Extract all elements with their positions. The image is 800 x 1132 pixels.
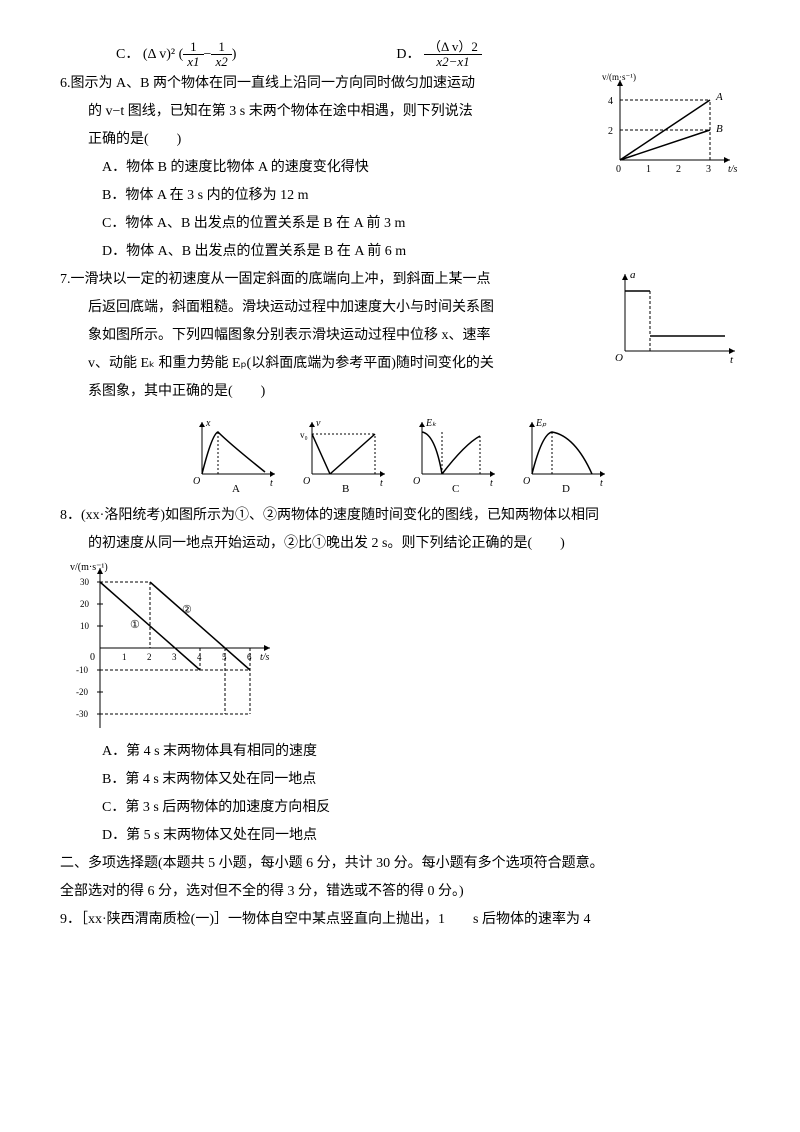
svg-text:10: 10 (80, 621, 90, 631)
svg-text:①: ① (130, 619, 140, 631)
option-c-expr: (Δ v)² (1x1−1x2) (143, 47, 237, 62)
q7-option-thumbs: x t O A v v₀ t O B Eₖ t O (60, 414, 740, 494)
xlabel: t/s (728, 164, 738, 175)
svg-text:20: 20 (80, 599, 90, 609)
svg-text:2: 2 (608, 126, 613, 137)
q7-at-chart: a t O (610, 266, 740, 366)
svg-text:A: A (232, 483, 240, 494)
question-9: 9．［xx·陕西渭南质检(一)］一物体自空中某点竖直向上抛出，1 s 后物体的速… (60, 906, 740, 934)
svg-text:②: ② (182, 604, 192, 616)
q6-option-b: B．物体 A 在 3 s 内的位移为 12 m (60, 182, 740, 210)
svg-text:0: 0 (616, 164, 621, 175)
svg-text:t: t (270, 478, 273, 489)
svg-text:2: 2 (676, 164, 681, 175)
svg-text:O: O (303, 476, 310, 487)
svg-text:1: 1 (646, 164, 651, 175)
svg-text:x: x (205, 418, 211, 429)
question-8: 8．(xx·洛阳统考)如图所示为①、②两物体的速度随时间变化的图线，已知两物体以… (60, 502, 740, 850)
section-2-heading: 二、多项选择题(本题共 5 小题，每小题 6 分，共计 30 分。每小题有多个选… (60, 850, 740, 878)
option-d-frac: （Δ v）2 x2−x1 (424, 40, 482, 70)
thumb-a: x t O A (190, 414, 280, 494)
q8-stem-2: 的初速度从同一地点开始运动，②比①晚出发 2 s。则下列结论正确的是( ) (60, 530, 740, 558)
svg-text:-20: -20 (76, 687, 88, 697)
svg-text:t/s: t/s (260, 652, 270, 663)
svg-text:B: B (716, 123, 723, 135)
svg-text:v/(m·s⁻¹): v/(m·s⁻¹) (70, 562, 108, 573)
question-7: a t O 7.一滑块以一定的初速度从一固定斜面的底端向上冲，到斜面上某一点 后… (60, 266, 740, 494)
option-c: C． (Δ v)² (1x1−1x2) (116, 40, 236, 70)
svg-text:a: a (630, 269, 636, 281)
svg-text:4: 4 (608, 96, 613, 107)
thumb-b: v v₀ t O B (300, 414, 390, 494)
q6-option-c: C．物体 A、B 出发点的位置关系是 B 在 A 前 3 m (60, 210, 740, 238)
svg-text:A: A (715, 91, 723, 103)
svg-text:C: C (452, 483, 459, 494)
svg-text:3: 3 (172, 652, 177, 662)
svg-text:Eₚ: Eₚ (535, 418, 547, 429)
svg-text:v: v (316, 418, 321, 429)
thumb-d: Eₚ t O D (520, 414, 610, 494)
thumb-c: Eₖ t O C (410, 414, 500, 494)
svg-text:O: O (193, 476, 200, 487)
q7-stem-5: 系图象，其中正确的是( ) (60, 378, 740, 406)
svg-text:Eₖ: Eₖ (425, 418, 437, 429)
q8-option-c: C．第 3 s 后两物体的加速度方向相反 (60, 794, 740, 822)
svg-text:O: O (413, 476, 420, 487)
q6-vt-chart: t/s v/(m·s⁻¹) 0 1 2 3 2 4 A B (600, 70, 740, 180)
svg-text:B: B (342, 483, 349, 494)
q5-options-cd: C． (Δ v)² (1x1−1x2) D． （Δ v）2 x2−x1 (60, 40, 740, 70)
svg-text:-30: -30 (76, 709, 88, 719)
svg-text:3: 3 (706, 164, 711, 175)
svg-text:0: 0 (90, 652, 95, 663)
svg-text:D: D (562, 483, 570, 494)
svg-text:30: 30 (80, 577, 90, 587)
q8-option-b: B．第 4 s 末两物体又处在同一地点 (60, 766, 740, 794)
svg-text:O: O (615, 352, 623, 364)
svg-text:-10: -10 (76, 665, 88, 675)
svg-text:O: O (523, 476, 530, 487)
svg-text:t: t (600, 478, 603, 489)
question-6: t/s v/(m·s⁻¹) 0 1 2 3 2 4 A B 6.图示为 A、B … (60, 70, 740, 266)
svg-text:2: 2 (147, 652, 152, 662)
q8-option-a: A．第 4 s 末两物体具有相同的速度 (60, 738, 740, 766)
svg-text:t: t (380, 478, 383, 489)
q8-vt-chart: v/(m·s⁻¹) t/s 0 10 20 30 -10 -20 -30 1 2… (60, 558, 740, 738)
svg-text:v₀: v₀ (300, 430, 308, 440)
q8-option-d: D．第 5 s 末两物体又处在同一地点 (60, 822, 740, 850)
section-2-heading-2: 全部选对的得 6 分，选对但不全的得 3 分，错选或不答的得 0 分。) (60, 878, 740, 906)
q6-option-d: D．物体 A、B 出发点的位置关系是 B 在 A 前 6 m (60, 238, 740, 266)
svg-text:1: 1 (122, 652, 127, 662)
option-d: D． （Δ v）2 x2−x1 (396, 40, 482, 70)
svg-text:t: t (490, 478, 493, 489)
ylabel: v/(m·s⁻¹) (602, 72, 636, 82)
svg-text:t: t (730, 354, 734, 366)
